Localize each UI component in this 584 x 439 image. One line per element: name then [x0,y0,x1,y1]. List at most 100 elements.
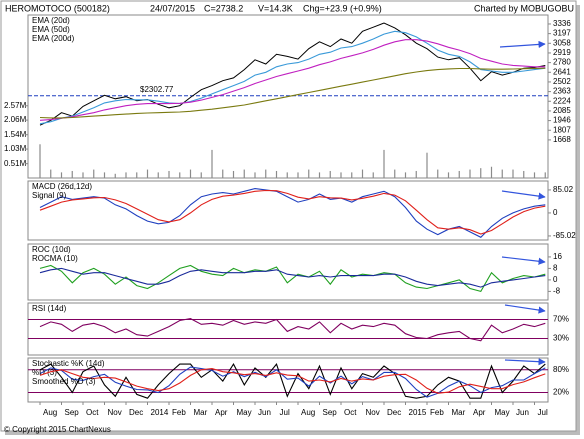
x-tick-label: Apr [215,408,228,417]
series-line [39,318,546,342]
y-tick-label: 20% [553,388,569,397]
panel [27,357,549,403]
x-tick-label: Oct [344,408,357,417]
volume-bar [222,169,224,178]
volume-bar [179,172,181,178]
x-tick-label: Feb [430,408,444,417]
y-tick-label: 85.02 [553,185,574,194]
x-tick-label: Nov [366,408,380,417]
y-tick-label: 0 [553,275,558,284]
y-tick-label: 2919 [553,48,571,57]
x-tick-label: Oct [86,408,99,417]
volume-bar [544,172,546,178]
series-line [39,368,546,394]
y-tick-label: 70% [553,315,569,324]
legend-entry: EMA (20d) [32,16,70,25]
volume-bar [157,172,159,178]
volume-bar [404,172,407,178]
legend-entry: EMA (200d) [32,34,75,43]
panel [27,243,549,301]
y-tick-label: 3336 [553,19,571,28]
y-tick-label: 3197 [553,29,571,38]
y-tick-label: 3058 [553,38,571,47]
volume-bar [50,169,52,178]
volume-bar [103,172,106,178]
x-tick-label: Nov [108,408,122,417]
trend-arrow [504,304,546,314]
volume-bar [361,169,364,178]
legend-entry: Stochastic %K (14d) [32,359,105,368]
volume-tick-label: 2.57M [4,101,27,110]
volume-bar [189,169,192,178]
volume-bar [351,172,353,178]
x-tick-label: Mar [452,408,466,417]
y-tick-label: 2780 [553,58,571,67]
footer: © Copyright 2015 ChartNexus [4,425,111,434]
trend-arrow [504,358,546,366]
legend-entry: EMA (50d) [32,25,70,34]
volume-bar [501,169,503,178]
y-tick-label: 2085 [553,106,571,115]
x-tick-label: Sep [65,408,80,417]
y-tick-label: -8 [553,286,561,295]
volume-bar [394,169,396,178]
legend-entry: Smoothed %D (3) [32,377,96,386]
y-tick-label: 1946 [553,116,571,125]
x-tick-label: Dec [129,408,143,417]
volume-bar [82,172,84,178]
legend-entry: ROC (10d) [32,245,71,254]
x-tick-label: Dec [387,408,401,417]
legend-entry: RSI (14d) [32,304,67,313]
volume-bar [480,168,482,178]
volume-bar [286,172,288,178]
series-line [39,188,546,238]
x-tick-label: Aug [301,408,315,417]
y-tick-label: 2641 [553,67,571,76]
volume-bar [372,172,374,178]
volume-bar [254,172,256,178]
frame [0,0,577,432]
y-tick-label: 2502 [553,77,571,86]
y-tick-label: 8 [553,264,558,273]
volume-bar [60,172,63,178]
x-tick-label: May [495,408,510,417]
volume-tick-label: 1.54M [4,130,27,139]
volume-bar [125,172,127,178]
volume-bar [318,172,321,178]
x-tick-label: Jun [258,408,271,417]
volume-bar [329,170,331,178]
volume-bar [39,144,41,178]
x-tick-label: Mar [194,408,208,417]
x-tick-label: Jul [538,408,548,417]
trend-arrow [499,40,546,49]
header-change: Chg=+23.9 (+0.9%) [303,3,382,13]
volume-bar [243,169,245,178]
series-line [39,267,546,288]
volume-bar [490,166,493,178]
volume-bar [232,170,235,178]
x-tick-label: Feb [172,408,186,417]
volume-bar [437,169,439,178]
x-tick-label: Aug [43,408,57,417]
volume-bar [426,152,428,178]
x-tick-label: 2014 [151,408,169,417]
series-line [39,67,546,119]
header-credit: Charted by MOBUGOBU [474,3,574,13]
x-tick-label: Jun [516,408,529,417]
volume-bar [512,169,514,178]
legend-entry: %D (3) [32,368,57,377]
volume-bar [447,172,450,178]
panel [27,14,549,179]
reference-label: $2302.77 [140,85,174,94]
header-close: C=2738.2 [204,3,243,13]
header-volume: V=14.3K [258,3,293,13]
y-tick-label: 30% [553,334,569,343]
series-line [39,30,546,125]
legend-entry: ROCMA (10) [32,254,78,263]
x-tick-label: Sep [323,408,338,417]
header-title: HEROMOTOCO (500182) [5,3,110,13]
volume-bar [383,149,385,178]
x-tick-label: Jul [280,408,290,417]
x-tick-label: 2015 [409,408,427,417]
